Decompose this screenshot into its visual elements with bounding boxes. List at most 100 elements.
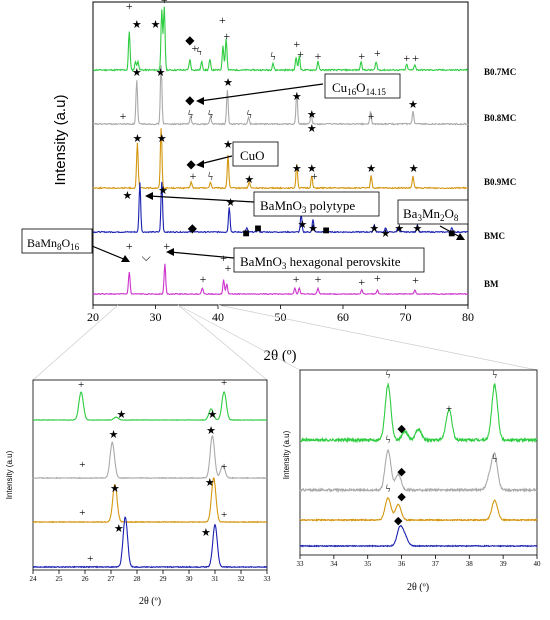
main-marker-plus-64: + [358,275,365,289]
main-marker-plus-59: + [200,272,207,286]
inset-left-y-axis-label: Intensity (a.u) [5,450,14,499]
inset-right-marker-bolt-7: ϟ [386,483,391,495]
inset-right-x-tick-label-40: 40 [534,560,542,568]
inset-right-line-b09mc [299,496,538,522]
main-marker-star-51: ★ [369,223,379,235]
main-marker-star-25: ★ [307,109,317,121]
inset-right-marker-diamond-2: ◆ [397,423,406,435]
main-marker-star-40: ★ [409,163,419,175]
main-marker-star-35: ★ [244,174,254,186]
inset-right-marker-bolt-4: ϟ [386,434,391,446]
inset-right-x-axis-label: 2θ (º) [407,582,429,593]
inset-right-marker-bolt-5: ϟ [492,453,497,465]
main-marker-star-48: ★ [297,219,307,231]
main-marker-plus-14: + [374,46,381,60]
main-marker-plus-58: + [163,239,170,253]
inset-right-x-tick-label-36: 36 [398,560,406,568]
main-marker-bolt-20: ϟ [188,107,193,121]
inset-left-marker-plus-3: + [221,377,227,389]
main-marker-star-39: ★ [366,163,376,175]
inset-left-marker-plus-0: + [78,379,84,391]
annotation-polytype-arrow [148,195,255,203]
main-marker-plus-13: + [358,49,365,63]
inset-left-x-tick-label-26: 26 [82,575,90,583]
inset-left-frame [32,379,268,571]
annotation-cuo-arrow [199,155,233,165]
inset-right-x-tick-label-33: 33 [297,560,305,568]
inset-left-x-axis-label: 2θ (º) [139,596,161,607]
main-line-bmc [93,181,469,234]
main-marker-star-34: ★ [223,139,233,151]
main-x-tick-label-50: 50 [275,310,287,324]
inset-left-marker-star-6: ★ [206,425,216,437]
main-marker-bolt-9: ϟ [270,49,275,63]
annotation-cuo: CuO [196,141,279,168]
inset-right-marker-bolt-1: ϟ [492,369,497,381]
inset-left-marker-star-4: ★ [109,429,119,441]
annotation-cu16o14-arrow [199,83,324,102]
main-marker-square-47: ■ [254,221,261,235]
inset-right-x-tick-label-35: 35 [364,560,372,568]
main-marker-plus-62: + [293,272,300,286]
inset-left-x-ticks: 24 25 26 27 28 29 30 31 32 33 [30,570,271,583]
series-label-b09mc: B0.9MC [484,177,516,187]
main-marker-star-36: ★ [292,163,302,175]
annotation-cu16o14-text: Cu16O14.15 [332,80,386,97]
main-x-axis-label: 2θ (º) [263,348,296,364]
main-marker-plus-12: + [315,49,322,63]
inset-left-marker-plus-7: + [221,461,227,473]
main-x-tick-label-20: 20 [87,310,99,324]
main-line-b08mc [92,65,469,126]
annotation-cuo-arrowhead [196,160,204,168]
inset-right-marker-plus-3: + [446,403,452,415]
main-marker-star-18: ★ [156,67,166,79]
annotation-ba3mn2o8-text: Ba3Mn2O8 [403,206,459,223]
main-marker-plus-27: + [368,109,375,123]
main-marker-diamond-19: ◆ [185,93,195,107]
main-marker-plus-1: + [161,0,168,7]
inset-left-marker-plus-11: + [221,509,227,521]
inset-left-marker-star-14: ★ [201,527,211,539]
main-marker-plus-7: + [219,13,226,27]
main-marker-plus-6: + [191,41,198,55]
main-x-tick-label-30: 30 [150,310,162,324]
main-marker-star-22: ★ [223,77,233,89]
main-marker-plus-63: + [315,272,322,286]
main-marker-plus-11: + [297,47,304,61]
main-marker-plus-0: + [126,0,133,13]
inset-left-x-tick-label-30: 30 [186,575,194,583]
series-label-b08mc: B0.8MC [484,113,516,123]
main-marker-plus-16: + [412,51,419,65]
main-line-bm [92,263,469,296]
series-label-b07mc: B0.7MC [484,67,516,77]
annotation-cu16o14-arrowhead [196,97,204,105]
inset-left-x-tick-label-32: 32 [238,575,246,583]
annotation-polytype-arrowhead [145,192,153,200]
main-x-ticks: 20 30 40 50 60 70 80 [87,305,474,324]
main-marker-plus-61: + [225,261,232,275]
main-marker-diamond-4: ◆ [185,33,195,47]
main-y-axis-label: Intensity (a.u) [52,95,69,186]
annotation-ba3mn2o8-arrowhead [456,233,465,240]
inset-right-line-b08mc [299,448,538,493]
inset-right-x-tick-label-39: 39 [500,560,508,568]
annotation-hexagonal-arrow [169,251,235,259]
main-line-b07mc [92,6,469,72]
annotation-cuo-text: CuO [240,148,265,163]
inset-left-line-b07mc [33,391,268,421]
main-marker-star-42: ★ [122,190,132,202]
main-marker-plus-41: + [190,169,197,183]
inset-left-marker-star-12: ★ [114,523,124,535]
inset-left-series-lines [32,391,268,569]
annotation-bamn8o16-text: BaMn8O16 [27,236,80,252]
annotation-bamn8o16-arrow [91,245,127,261]
inset-left-panel: 24 25 26 27 28 29 30 31 32 33 2θ (º) Intensity (a… [5,377,271,607]
main-marker-plus-65: + [374,271,381,285]
main-marker-star-45: ★ [226,197,236,209]
main-marker-star-17: ★ [132,67,142,79]
annotation-cu16o14: Cu16O14.15 [196,73,401,105]
annotation-polytype-text: BaMnO3 polytype [260,198,355,215]
main-marker-star-31: ★ [157,133,167,145]
